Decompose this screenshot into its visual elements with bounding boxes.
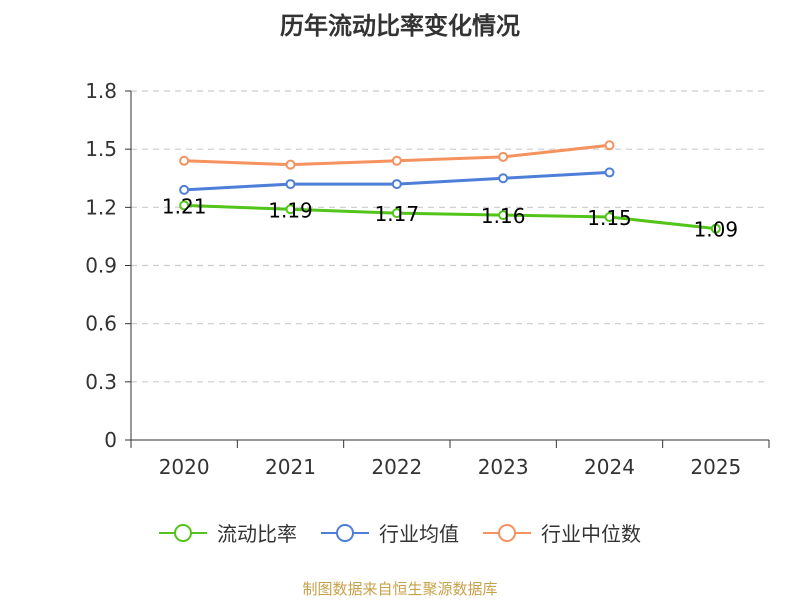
legend-label: 行业均值 [379, 522, 459, 546]
data-label: 1.16 [481, 204, 526, 228]
x-tick-label: 2023 [478, 455, 529, 479]
y-tick-label: 0.6 [85, 312, 117, 336]
grid-lines [131, 90, 769, 383]
data-point [179, 200, 190, 211]
data-point [498, 151, 509, 162]
source-note: 制图数据来自恒生聚源数据库 [302, 580, 498, 598]
axes: 0 0.3 0.6 0.9 1.2 1.5 1.8 2020 2021 2022 2023 2024 2… [85, 79, 770, 479]
data-point [391, 155, 402, 166]
y-tick-label: 0.9 [85, 254, 117, 278]
data-point [391, 179, 402, 190]
data-point [498, 173, 509, 184]
legend-item-industry-median[interactable]: 行业中位数 [483, 518, 641, 547]
legend-marker-icon [321, 523, 369, 542]
x-tick-label: 2020 [159, 455, 210, 479]
data-label: 1.21 [162, 194, 207, 218]
x-tick-label: 2021 [265, 455, 316, 479]
series-lines [179, 140, 721, 234]
data-point [604, 167, 615, 178]
x-tick-label: 2025 [690, 455, 741, 479]
data-point [285, 204, 296, 215]
y-tick-label: 1.5 [85, 137, 117, 161]
data-point [285, 159, 296, 170]
legend-marker-icon [159, 523, 207, 542]
data-labels: 1.21 1.19 1.17 1.16 1.15 1.09 [162, 194, 738, 241]
data-label: 1.09 [694, 218, 739, 242]
legend-marker-icon [483, 523, 531, 542]
data-point [604, 140, 615, 151]
data-point [179, 184, 190, 195]
data-label: 1.15 [587, 206, 632, 230]
data-point [179, 155, 190, 166]
x-tick-label: 2024 [584, 455, 635, 479]
y-tick-label: 0 [104, 428, 117, 452]
legend-item-industry-mean[interactable]: 行业均值 [321, 518, 459, 547]
y-tick-label: 0.3 [85, 370, 117, 394]
data-point [604, 212, 615, 223]
x-tick-label: 2022 [371, 455, 422, 479]
data-label: 1.19 [268, 198, 313, 222]
data-label: 1.17 [375, 202, 420, 226]
y-tick-label: 1.8 [85, 79, 117, 103]
legend-label: 行业中位数 [541, 522, 641, 546]
legend: 流动比率 行业均值 行业中位数 [0, 518, 800, 547]
chart-title: 历年流动比率变化情况 [280, 12, 520, 40]
data-point [391, 208, 402, 219]
data-point [498, 210, 509, 221]
legend-item-current-ratio[interactable]: 流动比率 [159, 518, 297, 547]
series-line [184, 203, 716, 231]
y-tick-label: 1.2 [85, 195, 117, 219]
data-point [285, 179, 296, 190]
data-point [710, 223, 721, 234]
legend-label: 流动比率 [217, 522, 297, 546]
